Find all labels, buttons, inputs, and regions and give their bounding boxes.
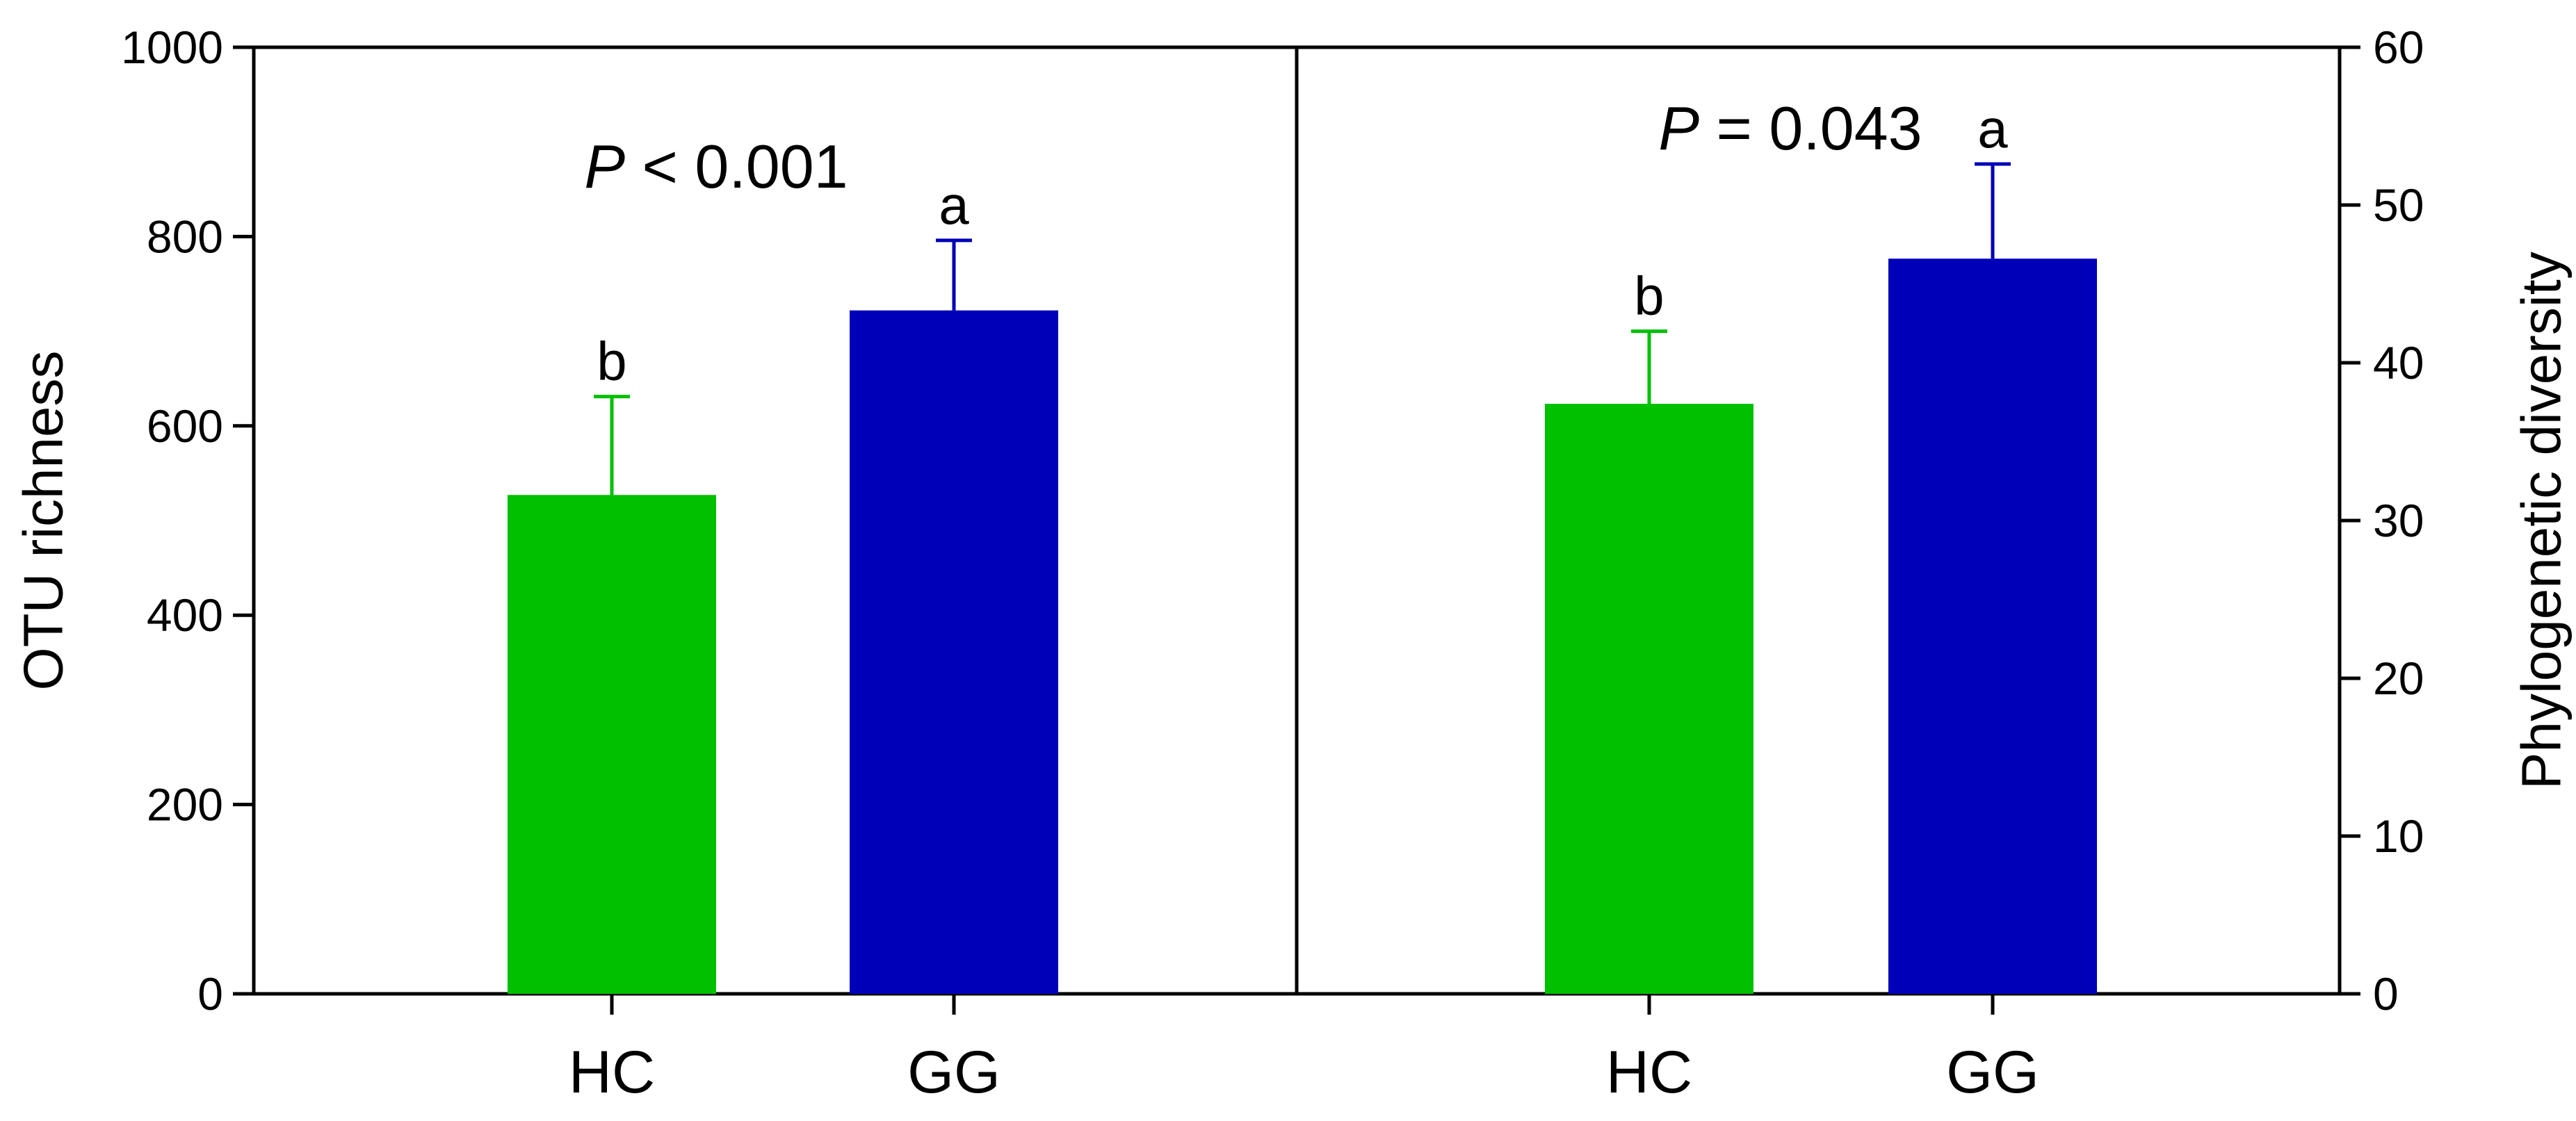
- y-axis-title-left: OTU richness: [13, 351, 74, 691]
- y-tick-label-right: 60: [2373, 22, 2424, 73]
- p-value-annotation-left: P < 0.001: [584, 132, 848, 201]
- significance-letter-right-hc: b: [1634, 265, 1664, 327]
- y-tick-label-left: 1000: [121, 22, 223, 73]
- p-value-text: = 0.043: [1699, 94, 1922, 163]
- y-tick-label-right: 30: [2373, 495, 2424, 546]
- y-tick-label-right: 20: [2373, 653, 2424, 704]
- p-value-annotation-right: P = 0.043: [1658, 94, 1922, 163]
- x-category-label-left-hc: HC: [569, 1039, 655, 1106]
- x-category-label-right-gg: GG: [1946, 1039, 2039, 1106]
- y-tick-label-left: 800: [147, 211, 223, 262]
- significance-letter-left-gg: a: [939, 174, 969, 236]
- bar-right-gg: [1888, 259, 2097, 995]
- significance-letter-left-hc: b: [597, 331, 626, 392]
- x-category-label-right-hc: HC: [1606, 1039, 1692, 1106]
- p-value-symbol: P: [584, 132, 625, 201]
- y-tick-label-right: 0: [2373, 968, 2399, 1020]
- y-tick-label-right: 10: [2373, 810, 2424, 862]
- y-tick-label-right: 50: [2373, 179, 2424, 231]
- p-value-text: < 0.001: [625, 132, 848, 201]
- y-tick-label-left: 0: [197, 968, 223, 1020]
- x-category-label-left-gg: GG: [907, 1039, 1001, 1106]
- y-tick-label-left: 400: [147, 589, 223, 641]
- y-axis-title-right: Phylogenetic diversity: [2511, 252, 2573, 789]
- y-tick-label-left: 200: [147, 779, 223, 830]
- y-tick-label-right: 40: [2373, 337, 2424, 388]
- significance-letter-right-gg: a: [1977, 98, 2008, 159]
- p-value-symbol: P: [1658, 94, 1699, 163]
- bar-right-hc: [1545, 404, 1753, 994]
- bar-left-hc: [508, 495, 716, 994]
- bar-left-gg: [850, 310, 1058, 994]
- y-tick-label-left: 600: [147, 400, 223, 452]
